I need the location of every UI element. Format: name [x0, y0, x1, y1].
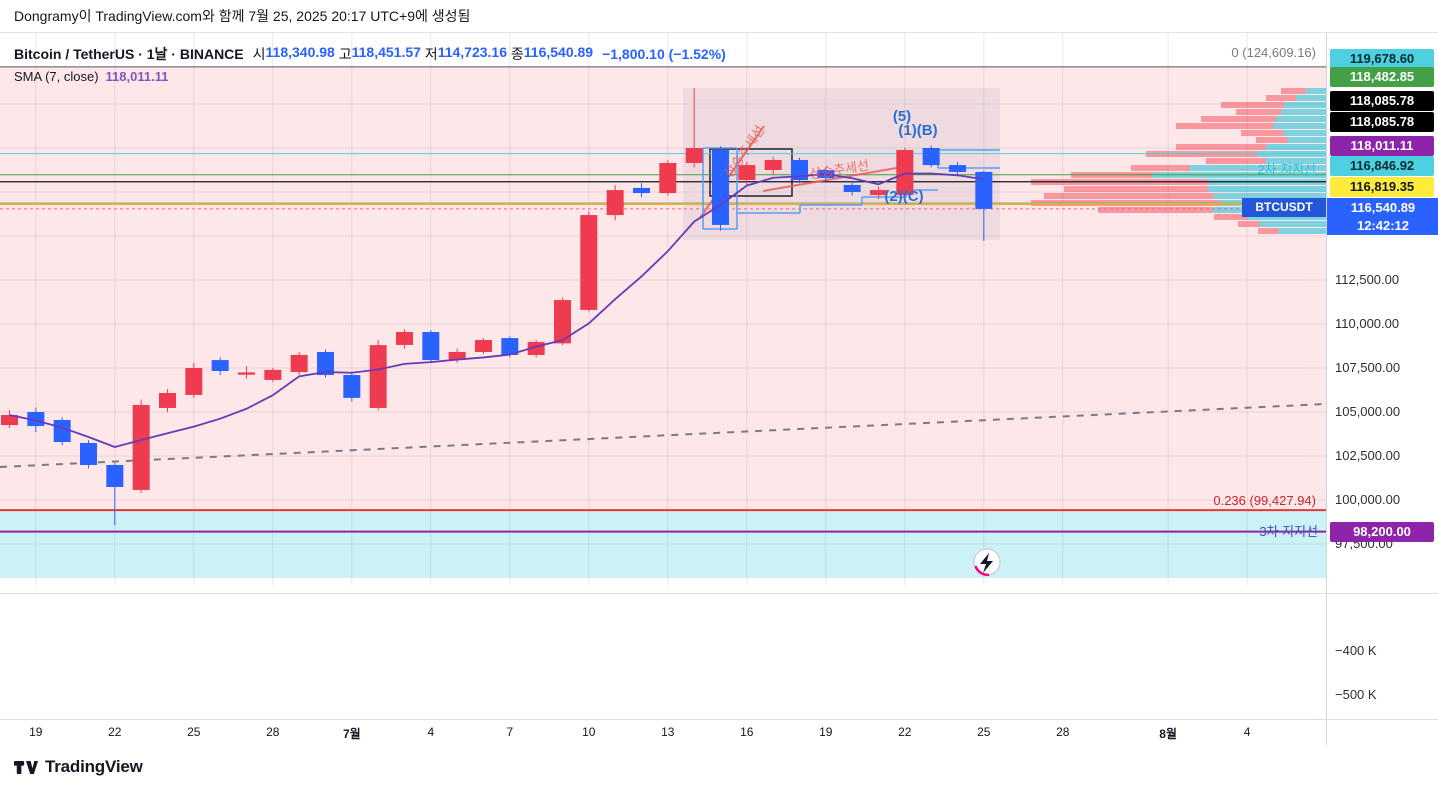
price-line-chip: 118,085.78 [1330, 91, 1434, 111]
indicator-pane[interactable] [0, 594, 1326, 719]
dashed-trendline[interactable] [0, 403, 1326, 468]
price-gridline-label: 110,000.00 [1335, 316, 1400, 331]
support3-price-chip: 98,200.00 [1330, 521, 1434, 542]
symbol-title[interactable]: Bitcoin / TetherUS · 1날 · BINANCE [14, 46, 244, 62]
wave-label: (2)(C) [884, 188, 923, 205]
sma-label[interactable]: SMA (7, close) [14, 69, 99, 84]
symbol-price-chip: BTCUSDT [1242, 198, 1326, 217]
time-axis-label: 4 [427, 725, 435, 739]
flash-icon[interactable] [973, 548, 1001, 577]
ohlc-pair: 고 118,451.57 [338, 44, 421, 62]
selection-box[interactable] [683, 88, 1000, 240]
wave-label: (5) [893, 108, 911, 125]
svg-text:0.236 (99,427.94): 0.236 (99,427.94) [1213, 493, 1316, 508]
change-value: −1,800.10 (−1.52%) [602, 46, 726, 62]
wave-label: (1)(B) [898, 122, 937, 139]
time-axis-label: 28 [1056, 725, 1070, 739]
candles-layer [1, 88, 993, 525]
price-gridline-label: 105,000.00 [1335, 404, 1401, 419]
price-gridline-label: 102,500.00 [1335, 448, 1401, 463]
time-axis-label: 4 [1243, 725, 1251, 739]
price-gridline-label: 107,500.00 [1335, 360, 1401, 375]
price-gridline-label: 100,000.00 [1335, 492, 1401, 507]
current-price-chip: 116,540.89 [1327, 198, 1438, 217]
main-chart-canvas[interactable]: 0 (124,609.16) 0.236 (99,427.94) 2차 지지선 3차 … [0, 33, 1326, 585]
price-line-chip: 119,678.60 [1330, 49, 1434, 69]
ohlc-pair: 종 116,540.89 [510, 44, 594, 62]
ohlc-pair: 시 118,340.98 [252, 44, 335, 62]
svg-text:3차 지지선: 3차 지지선 [1259, 524, 1318, 539]
svg-text:0 (124,609.16): 0 (124,609.16) [1231, 45, 1316, 60]
red-trendlines[interactable] [699, 125, 909, 219]
fib-zone-pink [0, 66, 1326, 511]
bar-countdown: 12:42:12 [1327, 217, 1438, 235]
sma-line[interactable] [9, 172, 984, 448]
time-axis[interactable]: 19 22 25 28 7월 4 7 10 13 16 19 22 25 28 8월 4 [0, 720, 1438, 745]
price-gridline-label: 112,500.00 [1335, 272, 1400, 287]
tradingview-logo-text: TradingView [45, 757, 143, 776]
price-line-chip: 118,482.85 [1330, 67, 1434, 87]
tradingview-logo-icon [14, 760, 38, 774]
attribution-text: Dongramy이 TradingView.com와 함께 7월 25, 202… [14, 8, 471, 24]
gridlines [0, 33, 1326, 585]
symbol-chip-text: BTCUSDT [1255, 200, 1313, 214]
time-axis-label: 25 [977, 725, 991, 739]
attribution-bar: Dongramy이 TradingView.com와 함께 7월 25, 202… [0, 0, 1438, 33]
time-axis-label: 16 [740, 725, 754, 739]
time-axis-label: 10 [582, 725, 596, 739]
symbol-legend-row: Bitcoin / TetherUS · 1날 · BINANCE 시 118,3… [14, 44, 726, 64]
footer: TradingView [14, 757, 143, 777]
svg-text:2차 지지선: 2차 지지선 [1257, 162, 1316, 177]
time-axis-label: 8월 [1159, 727, 1177, 741]
price-line-chip: 118,085.78 [1330, 112, 1434, 132]
time-axis-label: 7월 [342, 727, 361, 741]
support-zone-cyan [0, 510, 1326, 578]
pane-divider[interactable] [0, 593, 1438, 594]
volume-axis-label: −500 K [1335, 687, 1377, 702]
time-axis-label: 22 [108, 725, 122, 739]
time-axis-label: 25 [187, 725, 201, 739]
time-axis-divider [0, 719, 1438, 720]
time-axis-label: 19 [819, 725, 833, 739]
time-axis-label: 7 [506, 725, 514, 739]
price-lines [0, 66, 1326, 533]
sma-value: 118,011.11 [105, 69, 169, 84]
chart-legend: Bitcoin / TetherUS · 1날 · BINANCE 시 118,3… [14, 44, 726, 84]
time-axis-label: 13 [661, 725, 675, 739]
price-line-chip: 118,011.11 [1330, 136, 1434, 156]
time-axis-label: 22 [898, 725, 912, 739]
price-line-chip: 116,846.92 [1330, 156, 1434, 176]
ohlc-values: 시 118,340.98 고 118,451.57 저 114,723.16 종 116… [253, 44, 593, 64]
tradingview-logo[interactable]: TradingView [14, 757, 143, 777]
sma-legend-row: SMA (7, close) 118,011.11 [14, 69, 726, 84]
price-line-chip: 116,819.35 [1330, 177, 1434, 197]
ohlc-pair: 저 114,723.16 [424, 44, 507, 62]
time-axis-label: 19 [29, 725, 43, 739]
volume-axis-label: −400 K [1335, 643, 1377, 658]
price-axis[interactable]: 119,678.60 118,482.85 118,085.78 118,085.78… [1326, 33, 1438, 745]
time-axis-label: 28 [266, 725, 280, 739]
